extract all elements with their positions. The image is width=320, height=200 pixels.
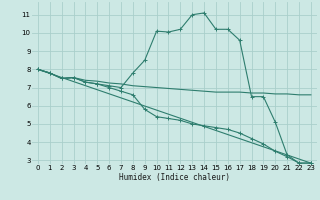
X-axis label: Humidex (Indice chaleur): Humidex (Indice chaleur) [119, 173, 230, 182]
